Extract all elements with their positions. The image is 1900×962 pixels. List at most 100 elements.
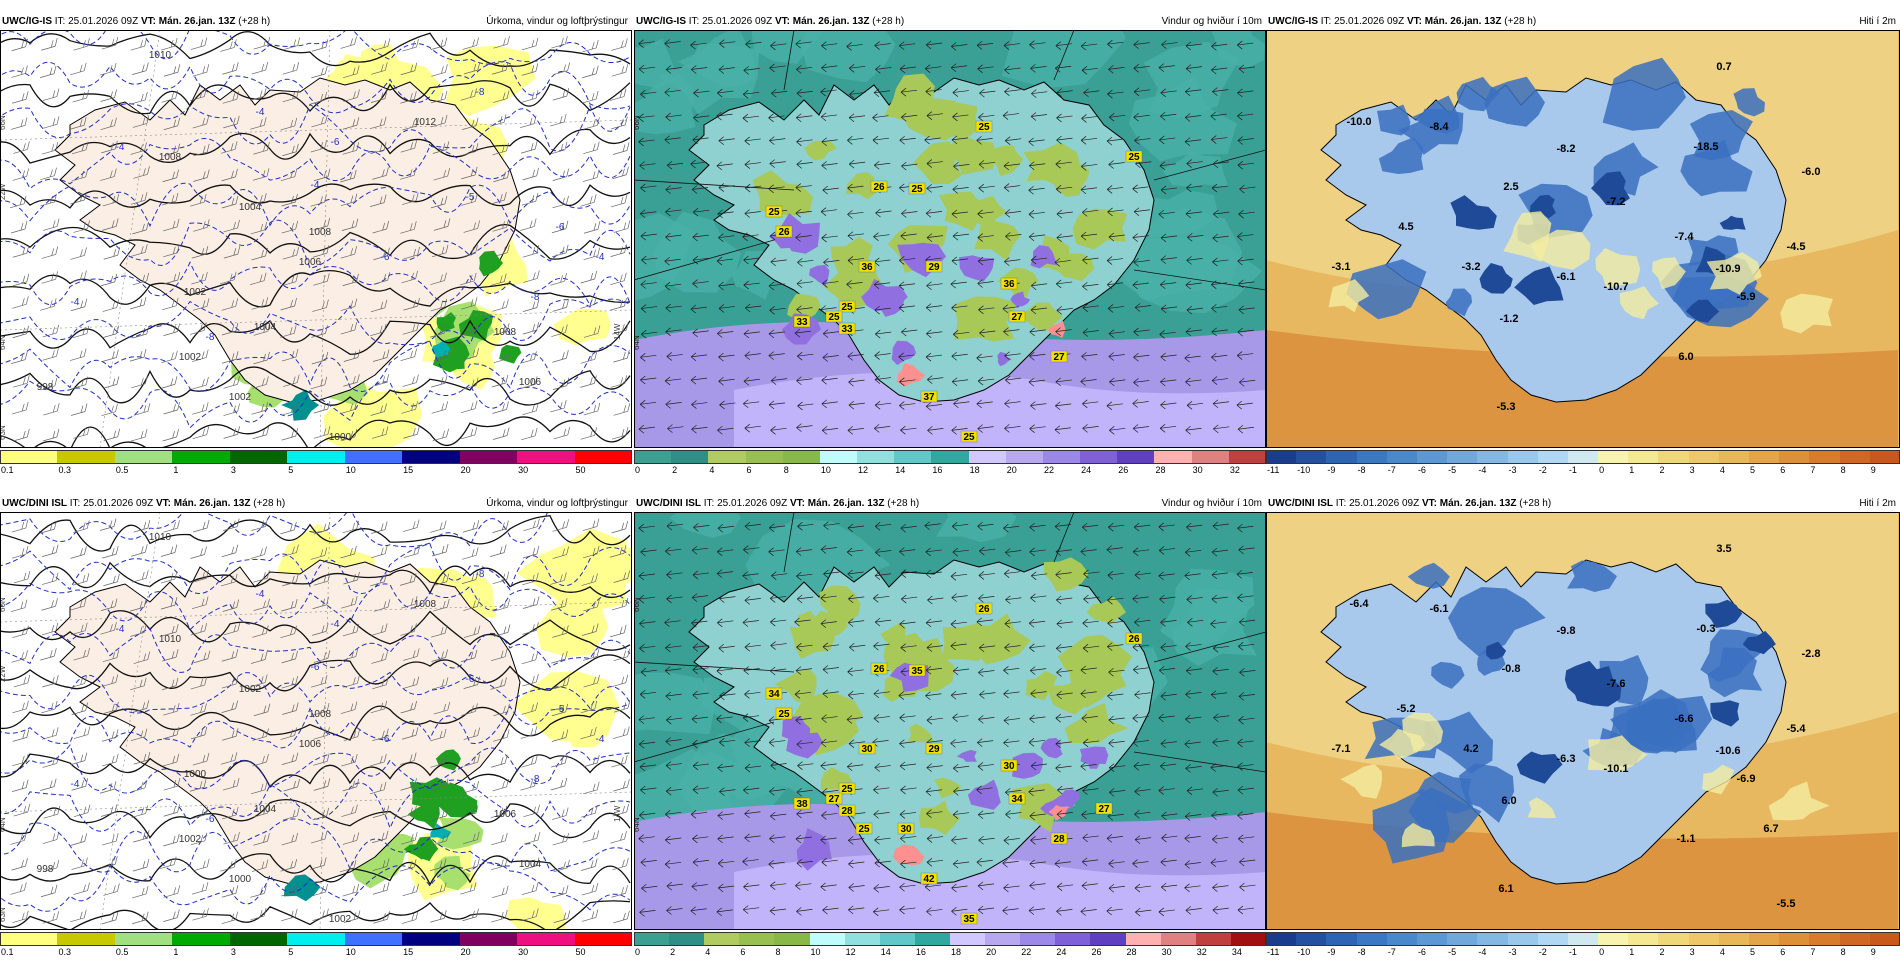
title-model: UWC/DINI ISL [636, 498, 701, 509]
legend-swatch [1266, 932, 1297, 946]
legend-tick-label: -4 [1478, 947, 1487, 957]
temperature-label: 6.1 [1498, 883, 1513, 895]
legend-tick-label: -5 [1448, 465, 1457, 475]
legend-tick-label: 5 [288, 465, 294, 475]
temperature-label: -7.6 [1607, 678, 1626, 690]
temperature-label: -10.9 [1715, 263, 1740, 275]
legend-tick-label: 5 [1750, 465, 1756, 475]
legend-swatch [402, 932, 461, 946]
legend-swatch [1718, 450, 1750, 464]
isotherm-label: -8 [531, 292, 540, 303]
legend-tick-label: 14 [880, 947, 891, 957]
title-vt-label: VT: [789, 498, 805, 509]
isobar-label: 1002 [239, 684, 262, 695]
temperature-label: 4.2 [1463, 743, 1478, 755]
wind-gust-label: 26 [1128, 634, 1140, 645]
isotherm-label: -4 [116, 624, 125, 635]
legend-tick-label: 12 [845, 947, 856, 957]
legend-tick-label: 10 [810, 947, 821, 957]
legend-swatch [1658, 450, 1690, 464]
legend-frame [634, 450, 1266, 464]
legend-swatch [669, 932, 705, 946]
legend-swatch [1869, 450, 1900, 464]
title-lead: (+28 h) [1519, 498, 1552, 509]
title-vt: Mán. 26.jan. 13Z [792, 16, 870, 27]
legend-tick-label: 0.5 [115, 947, 129, 957]
wind-gust-label: 26 [873, 182, 885, 193]
legend-swatch [0, 932, 58, 946]
legend-swatch [1537, 450, 1569, 464]
wind-gust-label: 30 [1003, 761, 1015, 772]
legend-swatch [1749, 932, 1780, 946]
isotherm-label: -4 [71, 297, 80, 308]
legend-swatch [1055, 932, 1091, 946]
legend-tick-label: 0.3 [58, 465, 71, 475]
legend-tick-label: 1 [1629, 465, 1635, 475]
temperature-label: -7.2 [1607, 196, 1626, 208]
legend-tick-label: 3 [1689, 465, 1695, 475]
title-lead: (+28 h) [872, 16, 905, 27]
wind-gust-label: 27 [1011, 312, 1023, 323]
legend-tick-label: 50 [575, 947, 586, 957]
legend-tick-label: 20 [460, 947, 471, 957]
legend-tick-label: -3 [1508, 465, 1517, 475]
wind-gust-label: 35 [911, 666, 923, 677]
temperature-label: -10.1 [1603, 763, 1628, 775]
legend-swatch [574, 450, 633, 464]
legend-tick-label: 5 [1750, 947, 1756, 957]
title-vt-label: VT: [1421, 498, 1437, 509]
panel-title: UWC/DINI ISL IT: 25.01.2026 09Z VT: Mán.… [0, 496, 632, 512]
legend-swatch [634, 450, 672, 464]
legend-tick-label: 28 [1126, 947, 1137, 957]
legend-tick-label: 0.1 [1, 465, 14, 475]
legend-swatch [1507, 450, 1539, 464]
isobar-label: 1006 [299, 739, 322, 750]
temperature-label: -5.4 [1787, 723, 1807, 735]
title-vt: Mán. 26.jan. 13Z [173, 498, 251, 509]
graticule-label: 66N [634, 115, 641, 130]
legend-tick-label: 4 [709, 465, 715, 475]
legend-swatch [1839, 932, 1871, 946]
legend-tick-label: -1 [1568, 465, 1577, 475]
isobar-label: 1004 [519, 859, 542, 870]
legend-tick-label: 5 [288, 947, 294, 957]
legend-tick-label: 20 [460, 465, 471, 475]
isotherm-label: -4 [596, 252, 605, 263]
title-model: UWC/IG-IS [2, 16, 52, 27]
legend-swatch [879, 932, 916, 946]
wind-gust-label: 25 [963, 432, 975, 443]
legend-tick-label: -10 [1297, 465, 1311, 475]
legend-tick-label: -8 [1357, 465, 1366, 475]
legend-swatch [1658, 932, 1690, 946]
legend-swatch [1447, 450, 1478, 464]
wind-gust-label-box [775, 707, 793, 720]
wind-gust-label-box [870, 662, 888, 675]
legend-tick-label: 14 [895, 465, 906, 475]
temperature-label: -1.2 [1500, 313, 1519, 325]
legend-tick-label: 26 [1091, 947, 1102, 957]
isobar-label: 1000 [229, 874, 252, 885]
legend-tick-label: 18 [969, 465, 980, 475]
wind-gust-label: 26 [978, 604, 990, 615]
title-model: UWC/DINI ISL [2, 498, 67, 509]
legend-tick-label: -9 [1327, 465, 1336, 475]
wind-gust-label: 28 [1053, 834, 1065, 845]
legend-tick-label: 8 [775, 947, 781, 957]
title-it: IT: 25.01.2026 09Z [1320, 16, 1405, 27]
legend-swatch [1447, 932, 1478, 946]
legend-swatch [782, 450, 821, 464]
wind-gust-label-box [960, 912, 978, 925]
wind-gust-label: 36 [861, 262, 873, 273]
legend-tick-label: 18 [951, 947, 962, 957]
legend-tick-label: 9 [1870, 947, 1876, 957]
wind-gust-label: 25 [841, 784, 853, 795]
wind-gust-label-box [1000, 277, 1018, 290]
temperature-label: -1.1 [1677, 833, 1696, 845]
title-lead: (+28 h) [253, 498, 286, 509]
temperature-label: -8.2 [1557, 143, 1576, 155]
isobar-label: 1008 [414, 599, 437, 610]
wind-gust-label-box [858, 742, 876, 755]
temperature-label: -3.2 [1462, 261, 1481, 273]
wind-gust-label: 26 [873, 664, 885, 675]
title-vt-label: VT: [774, 16, 790, 27]
